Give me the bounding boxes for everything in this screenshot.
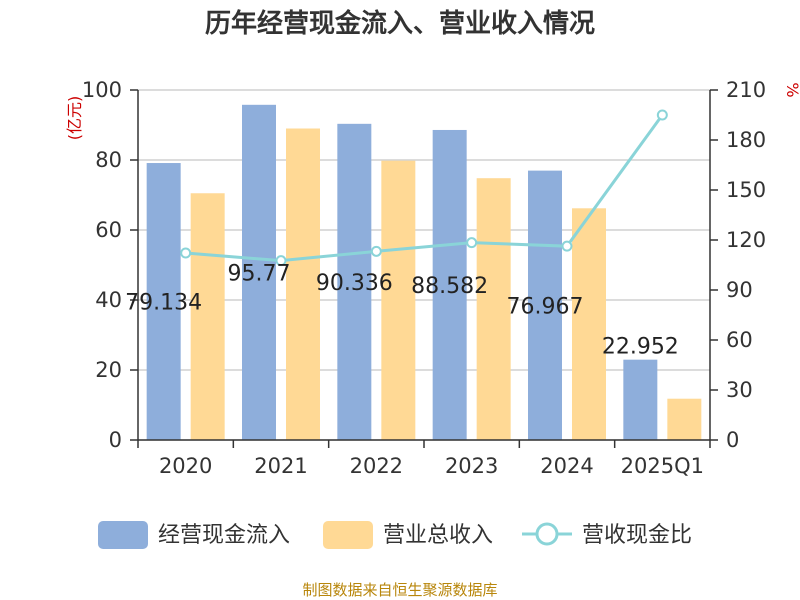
right-tick-label: 0 — [726, 428, 739, 452]
revenue-bar[interactable] — [667, 398, 702, 440]
right-tick-label: 150 — [726, 178, 766, 202]
cash-inflow-bar[interactable] — [432, 129, 467, 440]
cash-inflow-bar[interactable] — [242, 104, 276, 441]
cash-inflow-bar[interactable] — [146, 163, 181, 440]
legend-label: 营业总收入 — [383, 523, 493, 548]
left-tick-label: 0 — [109, 428, 122, 452]
data-labels: 79.134 95.77 90.336 88.582 76.967 22.952 — [125, 261, 679, 359]
cash-inflow-value-label: 88.582 — [411, 274, 488, 299]
revenue-bar[interactable] — [476, 178, 511, 440]
legend-label: 经营现金流入 — [158, 523, 290, 548]
right-axis-unit: % — [783, 82, 800, 97]
ratio-point[interactable] — [370, 245, 382, 257]
x-tick-label: 2022 — [350, 454, 403, 478]
legend-item-ratio[interactable]: 营收现金比 — [522, 522, 692, 548]
legend[interactable]: 经营现金流入 营业总收入 营收现金比 — [98, 521, 692, 549]
source-note: 制图数据来自恒生聚源数据库 — [302, 581, 497, 599]
left-axis-unit: (亿元) — [65, 96, 84, 141]
left-tick-label: 40 — [95, 288, 122, 312]
cash-inflow-value-label: 22.952 — [602, 335, 679, 360]
left-tick-label: 80 — [95, 148, 122, 172]
x-tick-label: 2020 — [159, 454, 212, 478]
cash-inflow-value-label: 79.134 — [125, 291, 202, 316]
cash-inflow-bar[interactable] — [528, 170, 562, 441]
legend-swatch — [323, 521, 373, 549]
axes: 0 20 40 60 80 100 0 30 60 90 120 150 180 210 2020 2021 2… — [82, 78, 766, 478]
legend-item-revenue[interactable]: 营业总收入 — [323, 521, 493, 549]
cash-inflow-bar[interactable] — [623, 359, 658, 440]
bars — [146, 104, 702, 441]
right-tick-label: 60 — [726, 328, 753, 352]
right-tick-label: 30 — [726, 378, 753, 402]
ratio-point[interactable] — [275, 255, 287, 267]
cash-inflow-value-label: 90.336 — [316, 271, 393, 296]
left-tick-label: 20 — [95, 358, 122, 382]
legend-swatch — [98, 521, 148, 549]
legend-marker — [535, 522, 559, 546]
x-tick-label: 2023 — [445, 454, 498, 478]
revenue-bar[interactable] — [286, 128, 320, 441]
right-tick-label: 120 — [726, 228, 766, 252]
cash-inflow-value-label: 76.967 — [507, 294, 584, 319]
x-tick-label: 2021 — [254, 454, 307, 478]
chart-title: 历年经营现金流入、营业收入情况 — [205, 8, 595, 39]
x-tick-label: 2024 — [540, 454, 593, 478]
right-tick-label: 180 — [726, 128, 766, 152]
right-tick-label: 90 — [726, 278, 753, 302]
ratio-point[interactable] — [656, 109, 668, 121]
ratio-point[interactable] — [561, 240, 573, 252]
right-tick-label: 210 — [726, 78, 766, 102]
ratio-point[interactable] — [466, 237, 478, 249]
ratio-line — [180, 109, 668, 267]
legend-item-cash-inflow[interactable]: 经营现金流入 — [98, 521, 290, 549]
revenue-bar[interactable] — [572, 208, 606, 440]
ratio-line-path — [185, 114, 664, 263]
ratio-point[interactable] — [180, 247, 192, 259]
cash-inflow-value-label: 95.77 — [228, 261, 291, 286]
revenue-bar[interactable] — [190, 193, 225, 440]
left-tick-label: 100 — [82, 78, 122, 102]
cash-inflow-bar[interactable] — [337, 123, 372, 440]
left-tick-label: 60 — [95, 218, 122, 242]
legend-label: 营收现金比 — [582, 523, 692, 548]
revenue-bar[interactable] — [381, 160, 416, 440]
x-tick-label: 2025Q1 — [621, 454, 704, 478]
